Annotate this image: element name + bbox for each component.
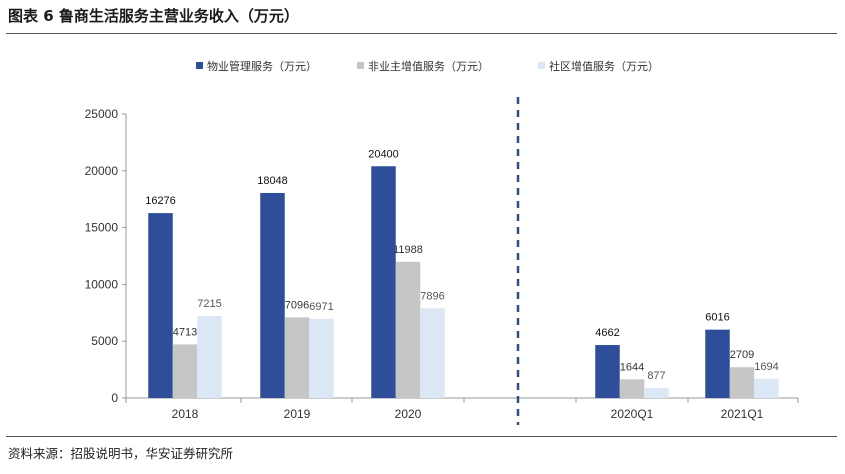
data-label: 1694 — [754, 361, 778, 373]
bar — [260, 192, 285, 398]
legend-swatch — [196, 62, 203, 69]
bar — [197, 316, 222, 398]
bar — [644, 388, 669, 398]
data-label: 877 — [647, 370, 665, 382]
bar — [284, 317, 310, 398]
legend-swatch — [357, 62, 364, 69]
y-tick-label: 25000 — [85, 107, 119, 121]
data-label: 2709 — [730, 349, 754, 361]
data-label: 6016 — [705, 312, 729, 324]
data-label: 4713 — [173, 326, 197, 338]
bars — [148, 166, 779, 398]
x-tick-label: 2018 — [172, 407, 199, 421]
bar — [705, 329, 730, 398]
figure-title: 图表 6 鲁商生活服务主营业务收入（万元） — [8, 7, 299, 25]
y-tick-label: 20000 — [85, 164, 119, 178]
bar — [754, 378, 779, 398]
data-label: 6971 — [309, 301, 333, 313]
data-label: 1644 — [620, 361, 644, 373]
x-tick-label: 2021Q1 — [721, 407, 764, 421]
data-labels: 16276 18048 20400 4662 6016 4713 7096 11988 1644… — [145, 148, 779, 382]
x-tick-label: 2019 — [284, 407, 311, 421]
bottom-rule — [6, 436, 837, 437]
x-tick-label: 2020Q1 — [611, 407, 654, 421]
bar — [395, 261, 421, 398]
legend-label: 物业管理服务（万元） — [207, 59, 317, 73]
bar — [148, 213, 173, 398]
data-label: 7096 — [285, 299, 309, 311]
top-rule — [6, 33, 837, 34]
data-label: 4662 — [595, 327, 619, 339]
bar — [619, 379, 645, 398]
data-label: 18048 — [257, 175, 288, 187]
bar — [172, 344, 198, 398]
data-label: 11988 — [393, 244, 423, 256]
legend-label: 非业主增值服务（万元） — [368, 59, 489, 73]
data-label: 7215 — [197, 298, 221, 310]
y-tick-label: 5000 — [91, 334, 118, 348]
data-label: 7896 — [420, 290, 444, 302]
bar — [595, 345, 620, 398]
bar — [729, 367, 755, 398]
bar — [309, 318, 334, 398]
data-label: 20400 — [368, 148, 399, 160]
bar — [420, 308, 445, 398]
legend: 物业管理服务（万元） 非业主增值服务（万元） 社区增值服务（万元） — [196, 59, 659, 73]
source-note: 资料来源：招股说明书，华安证券研究所 — [8, 446, 234, 461]
y-tick-label: 15000 — [85, 221, 119, 235]
axes: 0 5000 10000 15000 20000 25000 2018 2019 2020 202… — [85, 97, 799, 425]
y-tick-label: 10000 — [85, 277, 119, 291]
y-tick-label: 0 — [111, 391, 118, 405]
legend-label: 社区增值服务（万元） — [549, 59, 659, 73]
bar — [371, 166, 396, 398]
x-tick-label: 2020 — [395, 407, 422, 421]
legend-swatch — [538, 62, 545, 69]
data-label: 16276 — [145, 195, 176, 207]
